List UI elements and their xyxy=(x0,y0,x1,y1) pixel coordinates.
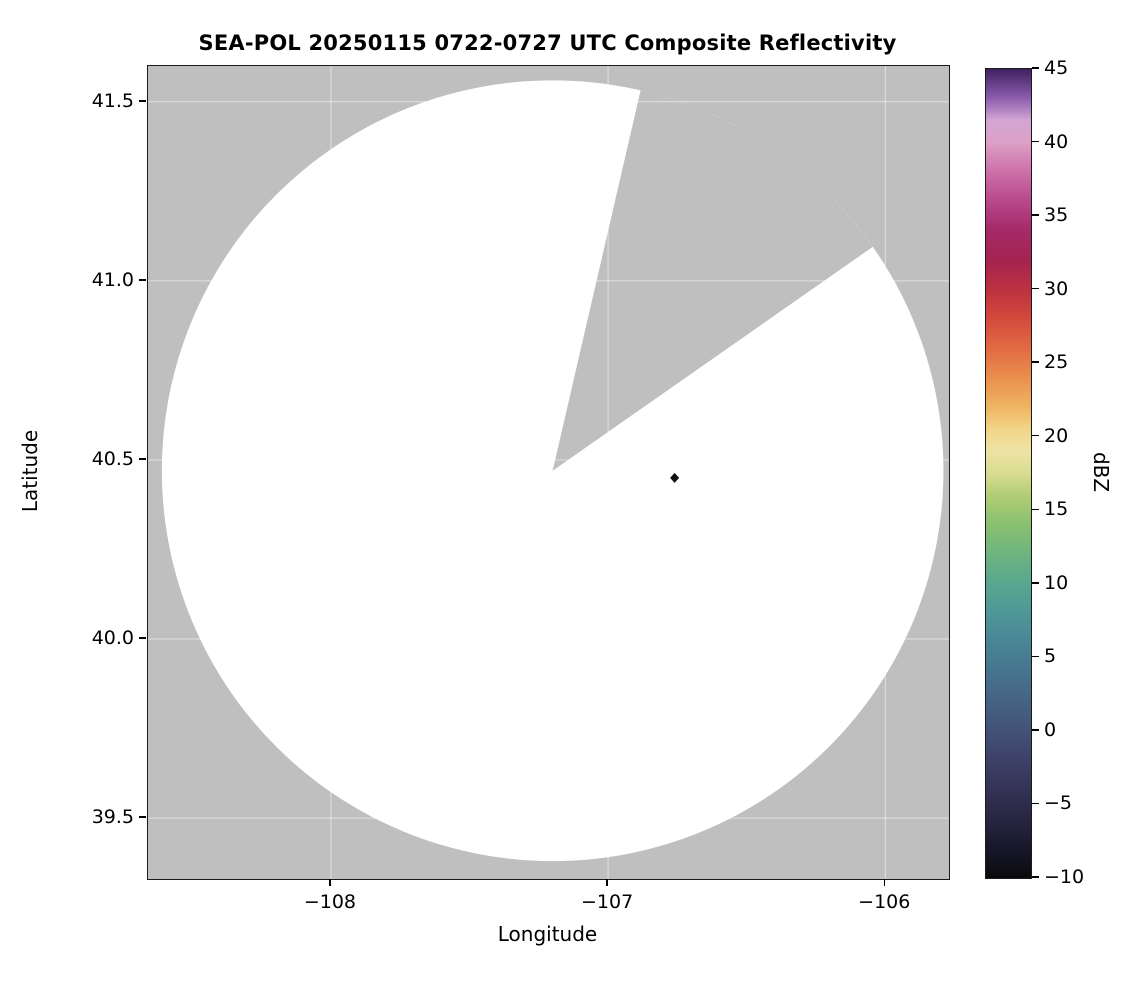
x-tick-mark xyxy=(606,879,608,886)
y-tick-label: 41.5 xyxy=(91,89,134,112)
colorbar-tick-label: 30 xyxy=(1044,277,1069,300)
y-tick-mark xyxy=(139,458,146,460)
colorbar-tick-mark xyxy=(1032,508,1039,511)
x-tick-label: −106 xyxy=(858,891,911,913)
colorbar-tick-label: 0 xyxy=(1044,718,1057,741)
colorbar-tick-label: 35 xyxy=(1044,204,1069,227)
colorbar-tick-label: 25 xyxy=(1044,351,1069,374)
colorbar-tick-label: 5 xyxy=(1044,645,1057,668)
x-axis-label: Longitude xyxy=(497,922,598,946)
colorbar xyxy=(985,68,1032,879)
colorbar-tick-mark xyxy=(1032,361,1039,363)
x-tick-label: −107 xyxy=(580,891,634,913)
chart-title: SEA-POL 20250115 0722-0727 UTC Composite… xyxy=(198,31,897,55)
colorbar-tick-mark xyxy=(1032,434,1039,437)
colorbar-label: dBZ xyxy=(1089,451,1113,493)
colorbar-tick-mark xyxy=(1032,876,1039,878)
radar-map-canvas xyxy=(148,66,949,879)
colorbar-tick-label: 20 xyxy=(1044,424,1069,447)
colorbar-tick-mark xyxy=(1032,582,1039,584)
colorbar-tick-label: −5 xyxy=(1044,792,1073,815)
colorbar-tick-label: 45 xyxy=(1044,57,1069,79)
y-tick-label: 41.0 xyxy=(91,268,134,291)
y-tick-mark xyxy=(139,100,146,102)
colorbar-tick-label: 40 xyxy=(1044,130,1069,153)
colorbar-tick-mark xyxy=(1032,655,1039,658)
colorbar-tick-mark xyxy=(1032,140,1039,143)
grid-lines xyxy=(148,66,949,879)
y-axis-label: Latitude xyxy=(18,429,42,513)
x-tick-mark xyxy=(329,879,331,886)
y-tick-label: 40.0 xyxy=(91,627,134,650)
colorbar-tick-mark xyxy=(1032,214,1039,216)
x-tick-label: −108 xyxy=(303,891,357,913)
y-tick-mark xyxy=(139,637,146,639)
y-tick-mark xyxy=(139,816,146,818)
colorbar-tick-mark xyxy=(1032,287,1039,290)
colorbar-tick-mark xyxy=(1032,67,1039,69)
colorbar-tick-mark xyxy=(1032,802,1039,805)
colorbar-tick-label: 10 xyxy=(1044,571,1069,594)
y-tick-label: 40.5 xyxy=(91,447,134,470)
echo-marker xyxy=(670,472,680,483)
x-tick-mark xyxy=(883,879,885,886)
colorbar-tick-label: 15 xyxy=(1044,498,1069,521)
colorbar-tick-label: −10 xyxy=(1044,866,1085,888)
colorbar-tick-mark xyxy=(1032,729,1039,731)
y-tick-mark xyxy=(139,279,146,281)
plot-area xyxy=(147,65,950,880)
y-tick-label: 39.5 xyxy=(91,806,134,829)
